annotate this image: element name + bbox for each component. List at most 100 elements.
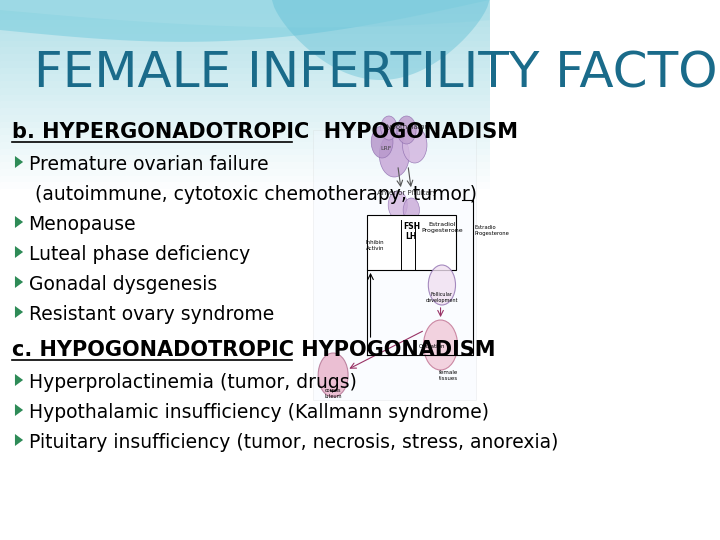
Circle shape (428, 265, 456, 305)
Bar (0, 432, 490, 438)
Bar (0, 291, 490, 297)
Bar (0, 399, 490, 405)
Bar (0, 54, 490, 60)
Bar (0, 438, 490, 445)
Text: corpus
luteum: corpus luteum (325, 388, 342, 399)
Bar (0, 168, 490, 176)
Bar (0, 148, 490, 156)
Bar (0, 492, 490, 500)
Bar (0, 534, 490, 540)
Bar (0, 303, 490, 310)
Bar (0, 87, 490, 94)
Text: LH: LH (405, 232, 417, 241)
Bar (0, 0, 490, 6)
Bar (0, 230, 490, 237)
Bar (0, 276, 490, 284)
Bar (0, 122, 490, 128)
Bar (0, 115, 490, 122)
Circle shape (403, 198, 420, 222)
Text: LRF: LRF (380, 145, 392, 151)
Circle shape (423, 320, 457, 370)
Bar (0, 465, 490, 472)
Bar (0, 392, 490, 399)
Polygon shape (15, 374, 23, 386)
Bar (0, 94, 490, 102)
Bar (0, 507, 490, 513)
Bar (312, 130, 476, 400)
Polygon shape (15, 276, 23, 288)
Text: Pituitary insufficiency (tumor, necrosis, stress, anorexia): Pituitary insufficiency (tumor, necrosis… (29, 433, 558, 452)
Bar (0, 317, 490, 324)
Bar (0, 351, 490, 357)
Bar (0, 128, 490, 135)
Bar (0, 330, 490, 338)
Text: female
tissues: female tissues (439, 370, 459, 381)
Bar (0, 249, 490, 256)
Bar (0, 176, 490, 183)
Bar (0, 237, 490, 243)
Circle shape (372, 126, 393, 158)
Text: Estradiol
Progesterone: Estradiol Progesterone (421, 222, 463, 233)
Bar (0, 243, 490, 249)
Text: Estradio
Progesterone: Estradio Progesterone (474, 225, 510, 236)
Circle shape (402, 127, 427, 163)
Bar (0, 216, 490, 222)
Bar (0, 378, 490, 384)
Circle shape (397, 116, 416, 144)
Text: b. HYPERGONADOTROPIC  HYPOGONADISM: b. HYPERGONADOTROPIC HYPOGONADISM (12, 122, 518, 142)
Bar (0, 27, 490, 33)
Bar (0, 284, 490, 291)
Bar (0, 480, 490, 486)
Bar (0, 222, 490, 230)
Bar (0, 40, 490, 47)
Polygon shape (15, 246, 23, 258)
Text: Hypothalamus: Hypothalamus (382, 124, 433, 130)
Text: Inhibin
Activin: Inhibin Activin (366, 240, 384, 251)
Bar (0, 357, 490, 364)
Text: Gonadal dysgenesis: Gonadal dysgenesis (29, 275, 217, 294)
Bar (0, 426, 490, 432)
Text: Follicular
development: Follicular development (426, 292, 458, 303)
Bar (0, 405, 490, 411)
Bar (0, 6, 490, 14)
Bar (0, 135, 490, 141)
Bar (0, 526, 490, 534)
Bar (0, 372, 490, 378)
Polygon shape (15, 404, 23, 416)
Bar (0, 513, 490, 519)
Text: Hypothalamic insufficiency (Kallmann syndrome): Hypothalamic insufficiency (Kallmann syn… (29, 403, 489, 422)
Bar (0, 263, 490, 270)
Bar (0, 338, 490, 345)
Text: Anterior Pituitary: Anterior Pituitary (377, 190, 437, 196)
Bar (0, 60, 490, 68)
Bar (0, 20, 490, 27)
Bar (0, 162, 490, 168)
Polygon shape (0, 0, 490, 42)
Bar (0, 256, 490, 263)
Polygon shape (15, 216, 23, 228)
Text: Premature ovarian failure: Premature ovarian failure (29, 155, 268, 174)
Text: (autoimmune, cytotoxic chemotherapy, tumor): (autoimmune, cytotoxic chemotherapy, tum… (35, 185, 477, 204)
Bar (0, 108, 490, 115)
Bar (0, 418, 490, 426)
Bar (367, 215, 456, 270)
Bar (0, 68, 490, 74)
Bar (0, 486, 490, 492)
Bar (0, 81, 490, 87)
Bar (0, 345, 490, 351)
Bar (0, 519, 490, 526)
Bar (0, 74, 490, 81)
Polygon shape (15, 434, 23, 446)
Circle shape (388, 191, 408, 219)
Text: c. HYPOGONADOTROPIC HYPOGONADISM: c. HYPOGONADOTROPIC HYPOGONADISM (12, 340, 496, 360)
Bar (0, 364, 490, 372)
Bar (0, 156, 490, 162)
Bar (0, 297, 490, 303)
Bar (0, 33, 490, 40)
Polygon shape (15, 306, 23, 318)
Bar (0, 195, 490, 202)
Bar (0, 459, 490, 465)
Text: Hyperprolactinemia (tumor, drugs): Hyperprolactinemia (tumor, drugs) (29, 373, 356, 392)
Bar (0, 209, 490, 216)
Text: Ovulation: Ovulation (419, 343, 446, 348)
